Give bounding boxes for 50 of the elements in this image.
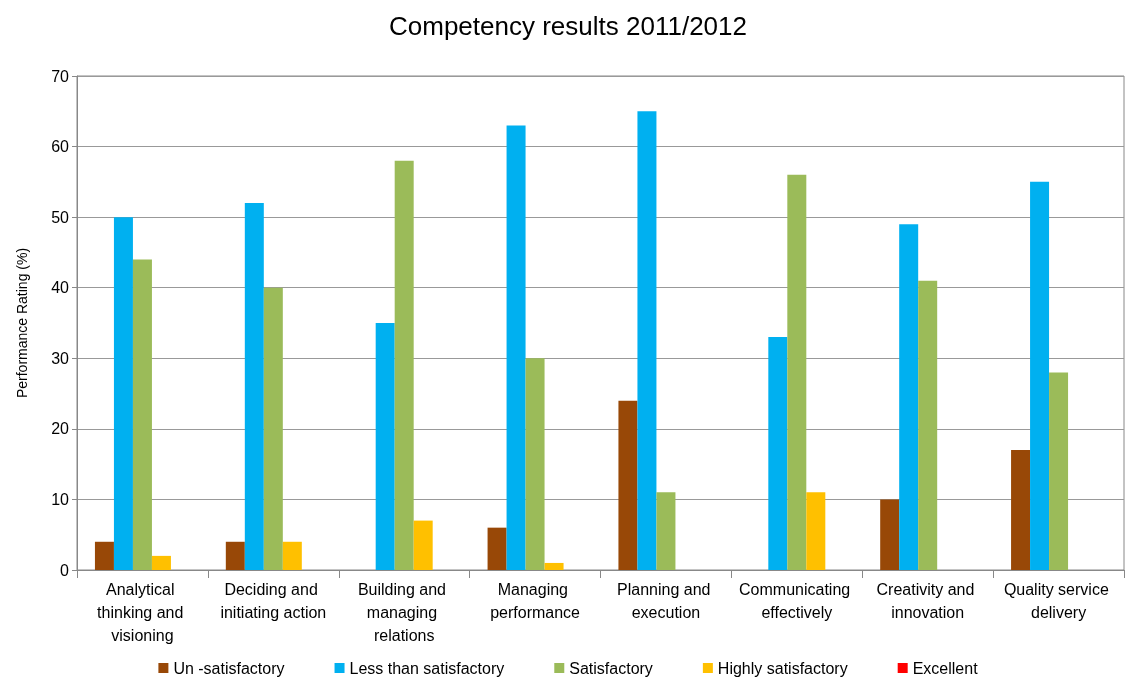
bar <box>94 541 114 570</box>
bar <box>413 520 433 570</box>
bar <box>244 203 264 570</box>
y-axis-title: Performance Rating (%) <box>14 247 30 399</box>
bar <box>918 280 938 570</box>
y-tick-label: 40 <box>51 279 70 297</box>
legend-label: Excellent <box>912 659 979 677</box>
bar <box>1011 450 1031 570</box>
bar <box>375 323 395 570</box>
bar <box>282 541 302 570</box>
bar <box>637 111 657 570</box>
x-tick-label: Deciding and initiating action <box>220 581 327 621</box>
bar <box>225 541 245 570</box>
y-tick-label: 10 <box>51 490 70 508</box>
bar <box>113 217 133 570</box>
bar <box>880 499 900 570</box>
y-tick-label: 20 <box>51 420 70 438</box>
bar <box>899 224 919 570</box>
x-tick-label: Managing performance <box>490 581 581 621</box>
bar <box>132 259 152 570</box>
bar <box>263 287 283 570</box>
bar <box>787 174 807 570</box>
legend-label: Less than satisfactory <box>349 659 505 677</box>
bar <box>506 125 526 570</box>
x-tick-label: Communicating effectively <box>739 581 855 621</box>
bar <box>1049 372 1069 570</box>
y-tick-label: 70 <box>51 67 70 85</box>
y-tick-label: 50 <box>51 208 70 226</box>
y-tick-label: 0 <box>60 561 70 579</box>
bar <box>768 337 788 570</box>
legend-label: Highly satisfactory <box>717 659 848 677</box>
bar <box>151 555 171 570</box>
legend-label: Satisfactory <box>569 659 653 677</box>
x-tick-label: Planning and execution <box>617 581 715 621</box>
bar <box>806 492 826 570</box>
chart-title: Competency results 2011/2012 <box>389 11 747 41</box>
x-tick-label: Creativity and innovation <box>876 581 979 621</box>
y-tick-label: 60 <box>51 138 70 156</box>
x-tick-label: Quality service delivery <box>1003 581 1114 621</box>
y-tick-label: 30 <box>51 349 70 367</box>
bar <box>544 562 564 570</box>
bar <box>1030 181 1050 570</box>
bar <box>394 160 414 570</box>
bar <box>487 527 507 570</box>
legend-label: Un -satisfactory <box>173 659 285 677</box>
bar <box>618 400 638 570</box>
x-tick-label: Analytical thinking and visioning <box>97 581 188 644</box>
bar <box>656 492 676 570</box>
bar <box>525 358 545 570</box>
x-tick-label: Building and managing relations <box>357 581 451 644</box>
